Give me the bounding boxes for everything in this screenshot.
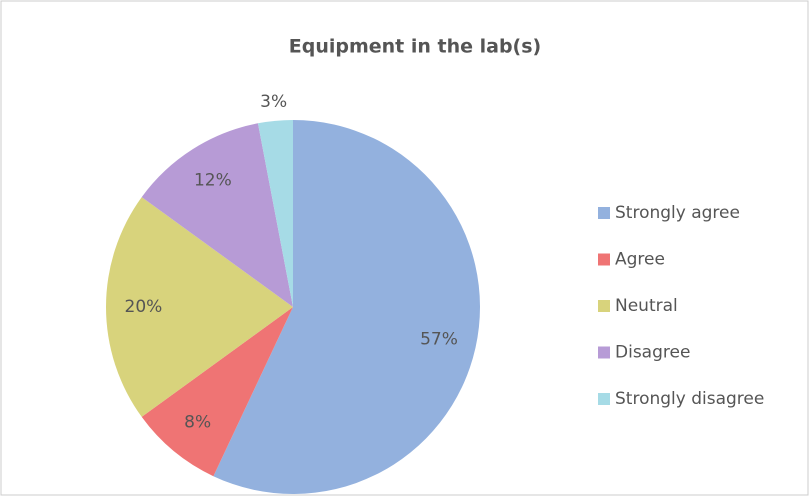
legend-label: Strongly agree: [615, 203, 740, 223]
data-label: 57%: [420, 330, 458, 350]
data-label: 8%: [184, 412, 211, 432]
legend-swatch: [598, 300, 610, 312]
legend-label: Strongly disagree: [615, 389, 764, 409]
data-label: 3%: [260, 92, 287, 112]
data-label: 12%: [194, 171, 232, 191]
legend-swatch: [598, 346, 610, 359]
pie-slice: [213, 120, 480, 494]
legend-label: Disagree: [615, 343, 690, 363]
pie-slice: [106, 197, 293, 417]
pie-slice: [141, 307, 293, 477]
legend-label: Neutral: [615, 296, 678, 316]
legend-swatch: [598, 207, 610, 219]
legend-swatch: [598, 393, 610, 405]
legend-label: Agree: [615, 250, 665, 270]
data-label: 20%: [125, 297, 163, 317]
chart-title: Equipment in the lab(s): [289, 36, 542, 58]
legend-swatch: [598, 253, 610, 266]
pie-slice: [257, 120, 293, 307]
pie-slice: [141, 123, 293, 307]
